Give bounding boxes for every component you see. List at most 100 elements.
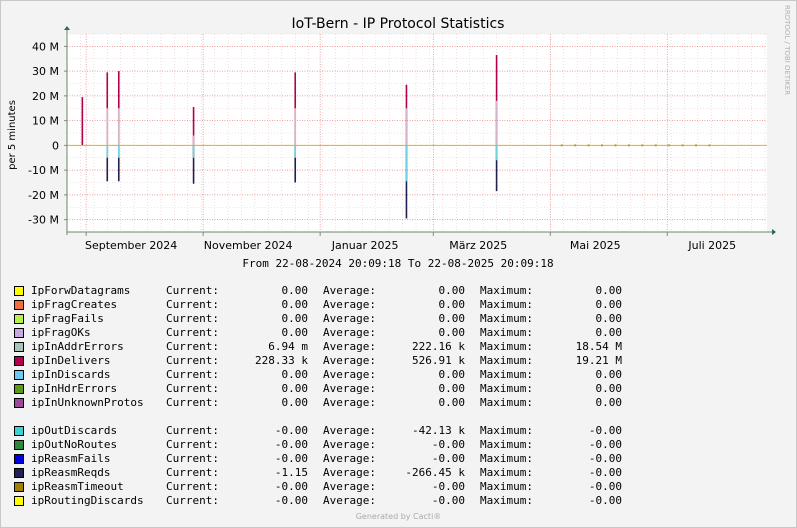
out-spike — [495, 145, 498, 192]
legend-row: ipInDelivers Current: 228.33 k Average: 526.… — [14, 354, 714, 368]
x-tick-label: Mai 2025 — [570, 239, 621, 252]
legend-swatch — [14, 342, 24, 352]
y-tick-label: 0 — [52, 139, 59, 152]
average-value: 222.16 k — [412, 340, 465, 353]
average-label: Average: — [323, 424, 376, 437]
maximum-label: Maximum: — [480, 396, 533, 409]
average-value: 0.00 — [438, 312, 466, 325]
legend-swatch — [14, 328, 24, 338]
legend-swatch — [14, 468, 24, 478]
flat-marker — [654, 144, 657, 147]
in-spike — [81, 97, 84, 146]
flat-marker — [668, 144, 671, 147]
maximum-value: -0.00 — [588, 480, 622, 493]
maximum-value: 0.00 — [595, 312, 623, 325]
out-mid-spike — [405, 145, 408, 182]
current-label: Current: — [166, 424, 219, 437]
legend-series-name: ipOutDiscards — [31, 424, 118, 437]
maximum-value: -0.00 — [588, 438, 622, 451]
legend-swatch — [14, 496, 24, 506]
chart-title: IoT-Bern - IP Protocol Statistics — [292, 16, 505, 32]
current-value: -0.00 — [274, 452, 308, 465]
out-spike — [106, 145, 109, 182]
current-label: Current: — [166, 494, 219, 507]
current-value: 6.94 m — [268, 340, 308, 353]
current-value: 0.00 — [281, 298, 309, 311]
average-value: 0.00 — [438, 382, 466, 395]
maximum-value: -0.00 — [588, 452, 622, 465]
x-tick-label: März 2025 — [449, 239, 507, 252]
legend-series-name: ipOutNoRoutes — [31, 438, 118, 451]
average-label: Average: — [323, 466, 376, 479]
flat-marker — [681, 144, 684, 147]
legend-row: ipOutNoRoutes Current: -0.00 Average: -0.00 M… — [14, 438, 714, 452]
in-spike — [192, 107, 195, 146]
legend-series-name: ipReasmTimeout — [31, 480, 124, 493]
x-tick-label: November 2024 — [204, 239, 293, 252]
legend-swatch — [14, 384, 24, 394]
legend-swatch — [14, 426, 24, 436]
current-label: Current: — [166, 466, 219, 479]
average-label: Average: — [323, 480, 376, 493]
out-spike — [405, 145, 408, 219]
maximum-label: Maximum: — [480, 466, 533, 479]
maximum-value: -0.00 — [588, 424, 622, 437]
legend-swatch — [14, 356, 24, 366]
legend-series-name: ipInHdrErrors — [31, 382, 118, 395]
average-value: 0.00 — [438, 284, 466, 297]
y-axis-arrow — [64, 26, 70, 30]
flat-marker — [627, 144, 630, 147]
maximum-label: Maximum: — [480, 354, 533, 367]
average-label: Average: — [323, 382, 376, 395]
flat-marker — [587, 144, 590, 147]
average-label: Average: — [323, 284, 376, 297]
maximum-label: Maximum: — [480, 368, 533, 381]
maximum-label: Maximum: — [480, 312, 533, 325]
flat-marker — [601, 144, 604, 147]
average-value: -266.45 k — [405, 466, 465, 479]
maximum-label: Maximum: — [480, 424, 533, 437]
legend-series-name: ipInDelivers — [31, 354, 111, 367]
current-label: Current: — [166, 340, 219, 353]
y-tick-label: -20 M — [28, 189, 59, 202]
current-value: 0.00 — [281, 312, 309, 325]
out-spike — [117, 145, 120, 182]
legend-series-name: ipFragCreates — [31, 298, 118, 311]
current-value: 228.33 k — [255, 354, 308, 367]
in-mid-spike — [405, 108, 408, 146]
average-value: 0.00 — [438, 298, 466, 311]
current-value: 0.00 — [281, 382, 309, 395]
in-mid-spike — [106, 108, 109, 146]
average-label: Average: — [323, 298, 376, 311]
current-label: Current: — [166, 438, 219, 451]
maximum-label: Maximum: — [480, 284, 533, 297]
out-spike — [192, 145, 195, 184]
current-value: -0.00 — [274, 438, 308, 451]
current-label: Current: — [166, 326, 219, 339]
current-label: Current: — [166, 354, 219, 367]
maximum-label: Maximum: — [480, 494, 533, 507]
average-value: -0.00 — [431, 494, 465, 507]
flat-marker — [708, 144, 711, 147]
legend-row: ipReasmFails Current: -0.00 Average: -0.00 Ma… — [14, 452, 714, 466]
maximum-value: 0.00 — [595, 396, 623, 409]
y-tick-label: 10 M — [32, 115, 59, 128]
out-spike — [294, 145, 297, 183]
legend-row: ipInUnknownProtos Current: 0.00 Average: 0.0… — [14, 396, 714, 410]
average-value: 0.00 — [438, 368, 466, 381]
maximum-value: 18.54 M — [575, 340, 622, 353]
maximum-label: Maximum: — [480, 452, 533, 465]
maximum-label: Maximum: — [480, 340, 533, 353]
average-label: Average: — [323, 312, 376, 325]
average-value: 526.91 k — [412, 354, 465, 367]
y-tick-label: 40 M — [32, 40, 59, 53]
legend-swatch — [14, 370, 24, 380]
in-mid-spike — [495, 100, 498, 146]
legend-swatch — [14, 440, 24, 450]
legend-series-name: ipInAddrErrors — [31, 340, 124, 353]
average-value: -42.13 k — [412, 424, 465, 437]
legend-series-name: ipReasmReqds — [31, 466, 111, 479]
current-value: 0.00 — [281, 326, 309, 339]
in-mid-spike — [192, 135, 195, 146]
average-label: Average: — [323, 438, 376, 451]
